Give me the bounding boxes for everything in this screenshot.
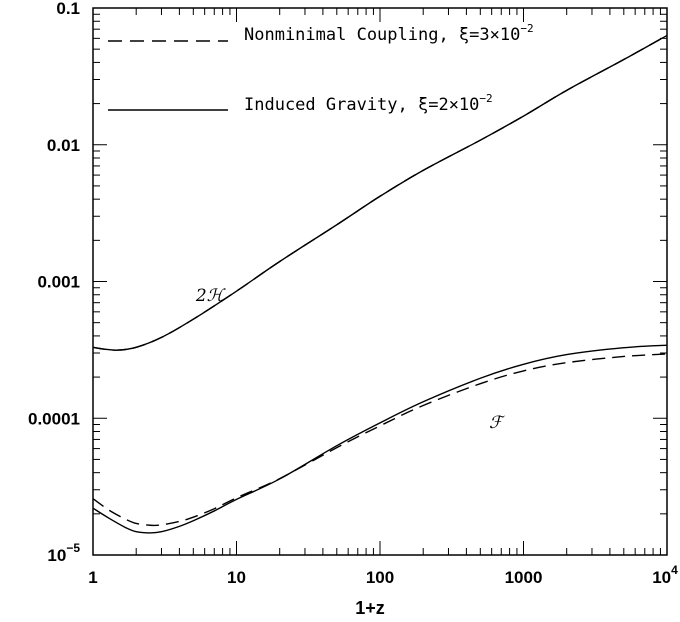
series-dashed-line-3	[92, 353, 668, 527]
x-tick-label-text: 10	[652, 568, 671, 587]
y-tick-label: 10−5	[47, 541, 80, 565]
legend-entry-induced-text: Induced Gravity, ξ=2×10	[244, 95, 479, 115]
x-tick-label: 100	[366, 568, 394, 587]
y-tick-label-exponent: −5	[66, 541, 80, 555]
x-axis-label: 1+z	[355, 598, 385, 618]
x-tick-label: 10	[227, 568, 246, 587]
x-tick-label: 1000	[505, 568, 543, 587]
y-tick-label: 0.1	[56, 0, 80, 18]
y-tick-label: 0.001	[37, 273, 80, 292]
series-solid-line-2	[92, 344, 668, 534]
plot-frame	[92, 7, 668, 556]
legend: Nonminimal Coupling, ξ=3×10−2 Induced Gr…	[108, 22, 534, 115]
annotation-f: ℱ	[489, 413, 506, 433]
annotation-2h: 2ℋ	[195, 286, 227, 306]
y-tick-label: 0.0001	[28, 409, 80, 428]
y-tick-label: 0.01	[47, 136, 80, 155]
ticks-layer	[92, 8, 667, 556]
y-tick-label-text: 0.01	[47, 136, 80, 155]
x-tick-label-text: 1	[88, 568, 97, 587]
x-tick-label-text: 1000	[505, 568, 543, 587]
x-tick-label: 1	[88, 568, 97, 587]
y-tick-label-text: 10	[47, 546, 66, 565]
y-tick-label-text: 0.001	[37, 273, 80, 292]
y-tick-label-text: 0.0001	[28, 409, 80, 428]
legend-entry-induced-exponent: −2	[479, 92, 492, 105]
legend-entry-nonminimal-text: Nonminimal Coupling, ξ=3×10	[244, 25, 520, 45]
y-tick-label-text: 0.1	[56, 0, 80, 18]
x-tick-label-text: 10	[227, 568, 246, 587]
series-dashed-line-1	[92, 34, 668, 351]
legend-entry-induced: Induced Gravity, ξ=2×10−2	[244, 92, 493, 115]
x-tick-label: 104	[652, 563, 678, 587]
x-tick-label-exponent: 4	[671, 563, 678, 577]
legend-entry-nonminimal: Nonminimal Coupling, ξ=3×10−2	[244, 22, 534, 45]
curves-layer	[92, 34, 668, 534]
legend-entry-nonminimal-exponent: −2	[520, 22, 533, 35]
x-tick-label-text: 100	[366, 568, 394, 587]
